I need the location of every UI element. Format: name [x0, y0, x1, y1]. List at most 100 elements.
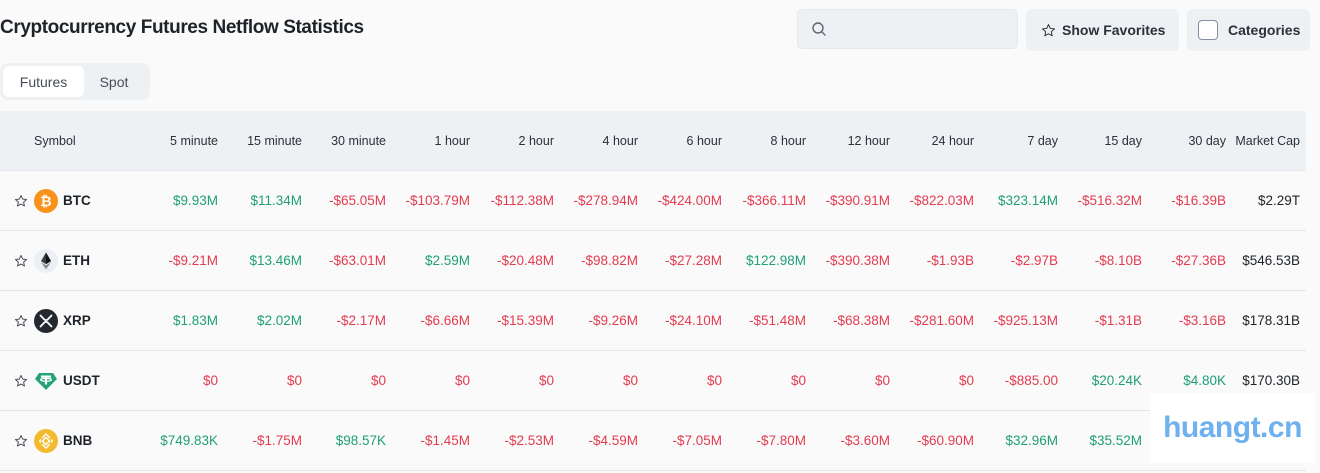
netflow-cell: -$98.82M	[580, 253, 638, 268]
netflow-cell: $323.14M	[997, 193, 1058, 208]
netflow-cell: -$925.13M	[993, 313, 1058, 328]
market-cap-cell: $178.31B	[1242, 313, 1300, 328]
table-row[interactable]: XRP $1.83M $2.02M -$2.17M -$6.66M -$15.39M -$…	[0, 291, 1306, 351]
column-header[interactable]: 2 hour	[518, 133, 554, 148]
netflow-cell: $0	[622, 373, 638, 388]
netflow-cell: $32.96M	[1005, 433, 1058, 448]
netflow-cell: $0	[286, 373, 302, 388]
netflow-cell: $0	[874, 373, 890, 388]
bnb-icon	[34, 428, 58, 453]
column-header[interactable]: 30 day	[1188, 133, 1226, 148]
favorite-star-icon[interactable]	[14, 314, 28, 328]
netflow-cell: -$2.53M	[504, 433, 554, 448]
search-icon	[812, 22, 826, 36]
column-header[interactable]: 1 hour	[434, 133, 470, 148]
market-cap-cell: $2.29T	[1257, 193, 1300, 208]
column-header-symbol[interactable]: Symbol	[34, 133, 76, 148]
market-type-tabs: Futures Spot	[0, 63, 150, 100]
netflow-cell: -$8.10B	[1094, 253, 1142, 268]
symbol-cell: USDT	[0, 369, 140, 393]
column-header[interactable]: 15 day	[1104, 133, 1142, 148]
column-header[interactable]: 24 hour	[931, 133, 974, 148]
symbol-label: ETH	[63, 253, 90, 268]
netflow-cell: -$822.03M	[909, 193, 974, 208]
netflow-cell: $0	[454, 373, 470, 388]
netflow-cell: $0	[706, 373, 722, 388]
column-header[interactable]: 30 minute	[331, 133, 386, 148]
search-input[interactable]	[835, 10, 1017, 48]
netflow-cell: -$1.93B	[926, 253, 974, 268]
netflow-cell: -$6.66M	[420, 313, 470, 328]
column-header[interactable]: 15 minute	[247, 133, 302, 148]
netflow-cell: -$27.28M	[664, 253, 722, 268]
netflow-cell: -$7.05M	[672, 433, 722, 448]
netflow-cell: -$24.10M	[664, 313, 722, 328]
netflow-table: Symbol 5 minute 15 minute 30 minute 1 ho…	[0, 111, 1306, 471]
column-header[interactable]: 5 minute	[170, 133, 218, 148]
table-row[interactable]: ₿ BTC $9.93M $11.34M -$65.05M -$103.79M -$11…	[0, 171, 1306, 231]
favorite-star-icon[interactable]	[14, 434, 28, 448]
categories-button[interactable]: Categories	[1187, 9, 1310, 51]
netflow-cell: -$51.48M	[748, 313, 806, 328]
symbol-cell: ETH	[0, 248, 140, 273]
favorite-star-icon[interactable]	[14, 374, 28, 388]
column-header[interactable]: 6 hour	[686, 133, 722, 148]
netflow-cell: -$3.16B	[1178, 313, 1226, 328]
netflow-cell: -$390.91M	[825, 193, 890, 208]
table-row[interactable]: BNB $749.83K -$1.75M $98.57K -$1.45M -$2.53M…	[0, 411, 1306, 471]
column-header-market-cap[interactable]: Market Cap	[1235, 133, 1300, 148]
categories-label: Categories	[1228, 22, 1301, 38]
netflow-cell: -$366.11M	[742, 193, 806, 208]
netflow-cell: -$27.36B	[1171, 253, 1226, 268]
netflow-cell: -$2.17M	[336, 313, 386, 328]
netflow-cell: -$424.00M	[657, 193, 722, 208]
symbol-label: BNB	[63, 433, 93, 448]
tab-futures[interactable]: Futures	[3, 66, 84, 97]
market-cap-cell: $170.30B	[1242, 373, 1300, 388]
table-body: ₿ BTC $9.93M $11.34M -$65.05M -$103.79M -$11…	[0, 171, 1306, 471]
symbol-cell: XRP	[0, 308, 140, 333]
netflow-cell: -$1.45M	[420, 433, 470, 448]
netflow-cell: -$20.48M	[496, 253, 554, 268]
tab-spot[interactable]: Spot	[99, 73, 129, 90]
netflow-cell: $35.52M	[1089, 433, 1142, 448]
netflow-cell: $2.59M	[424, 253, 470, 268]
bitcoin-icon: ₿	[34, 188, 58, 213]
netflow-cell: -$15.39M	[496, 313, 554, 328]
netflow-cell: -$1.75M	[252, 433, 302, 448]
netflow-cell: $0	[202, 373, 218, 388]
show-favorites-label: Show Favorites	[1062, 22, 1166, 38]
svg-text:₿: ₿	[40, 194, 51, 210]
netflow-cell: -$63.01M	[328, 253, 386, 268]
netflow-cell: $98.57K	[335, 433, 386, 448]
netflow-cell: -$60.90M	[916, 433, 974, 448]
column-header[interactable]: 4 hour	[602, 133, 638, 148]
table-row[interactable]: ETH -$9.21M $13.46M -$63.01M $2.59M -$20.48M…	[0, 231, 1306, 291]
netflow-cell: $11.34M	[250, 193, 302, 208]
column-header[interactable]: 7 day	[1027, 133, 1058, 148]
page-title: Cryptocurrency Futures Netflow Statistic…	[0, 17, 364, 38]
categories-checkbox[interactable]	[1198, 20, 1218, 40]
symbol-label: XRP	[63, 313, 91, 328]
search-box[interactable]	[797, 9, 1018, 49]
column-header[interactable]: 12 hour	[847, 133, 890, 148]
favorite-star-icon[interactable]	[14, 194, 28, 208]
show-favorites-button[interactable]: Show Favorites	[1026, 9, 1179, 51]
netflow-cell: -$390.38M	[825, 253, 890, 268]
symbol-cell: ₿ BTC	[0, 188, 140, 213]
favorite-star-icon[interactable]	[14, 254, 28, 268]
netflow-cell: -$16.39B	[1171, 193, 1226, 208]
ethereum-icon	[34, 248, 58, 273]
netflow-cell: -$4.59M	[588, 433, 638, 448]
netflow-cell: $2.02M	[256, 313, 302, 328]
netflow-cell: $0	[958, 373, 974, 388]
netflow-cell: $122.98M	[745, 253, 806, 268]
table-row[interactable]: USDT $0 $0 $0 $0 $0 $0 $0 $0 $0 $0 -$885.00 $20.24K…	[0, 351, 1306, 411]
netflow-cell: -$2.97B	[1010, 253, 1058, 268]
netflow-cell: -$9.26M	[588, 313, 638, 328]
column-header[interactable]: 8 hour	[770, 133, 806, 148]
netflow-cell: $1.83M	[172, 313, 218, 328]
netflow-cell: -$281.60M	[909, 313, 974, 328]
star-icon	[1042, 23, 1055, 36]
symbol-cell: BNB	[0, 428, 140, 453]
